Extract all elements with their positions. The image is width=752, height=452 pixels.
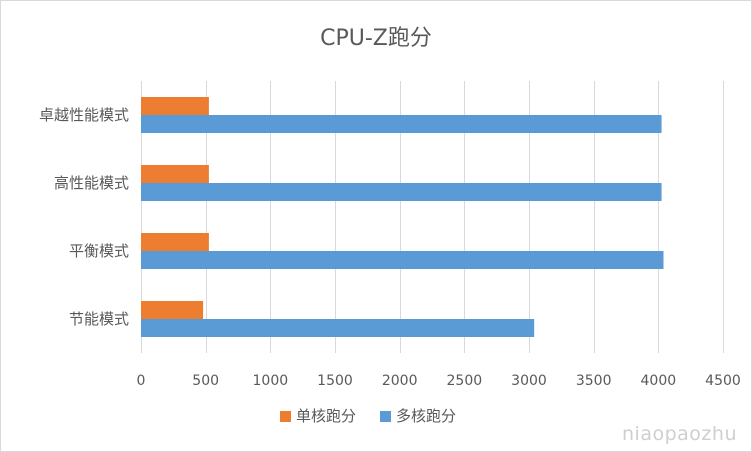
bar-multi-core	[141, 115, 662, 133]
x-tick-label: 500	[192, 373, 219, 389]
x-tick-label: 2500	[447, 373, 483, 389]
category-label: 卓越性能模式	[39, 106, 129, 124]
x-tick-label: 4000	[641, 373, 677, 389]
bar-single-core	[141, 165, 209, 183]
x-tick-label: 3000	[511, 373, 547, 389]
x-tick-label: 3500	[576, 373, 612, 389]
watermark-logo: niaopaozhu	[622, 423, 737, 445]
category-label: 高性能模式	[54, 174, 129, 192]
x-tick-label: 0	[137, 373, 146, 389]
bar-single-core	[141, 301, 204, 319]
legend-label: 多核跑分	[396, 407, 456, 425]
bar-multi-core	[141, 319, 535, 337]
bar-single-core	[141, 97, 209, 115]
legend-swatch	[280, 411, 291, 422]
bar-multi-core	[141, 183, 662, 201]
category-label: 节能模式	[69, 310, 129, 328]
x-tick-label: 4500	[705, 373, 741, 389]
x-tick-label: 1500	[317, 373, 353, 389]
legend-label: 单核跑分	[296, 407, 356, 425]
bars	[141, 97, 664, 337]
bar-multi-core	[141, 251, 664, 269]
bar-single-core	[141, 233, 209, 251]
category-label: 平衡模式	[69, 242, 129, 260]
x-tick-label: 1000	[253, 373, 289, 389]
legend: 单核跑分 多核跑分	[280, 407, 456, 425]
legend-swatch	[380, 411, 391, 422]
chart-title: CPU-Z跑分	[320, 26, 432, 51]
x-tick-label: 2000	[382, 373, 418, 389]
x-tick-labels: 0 500 1000 1500 2000 2500 3000 3500 4000 4500	[137, 373, 741, 389]
